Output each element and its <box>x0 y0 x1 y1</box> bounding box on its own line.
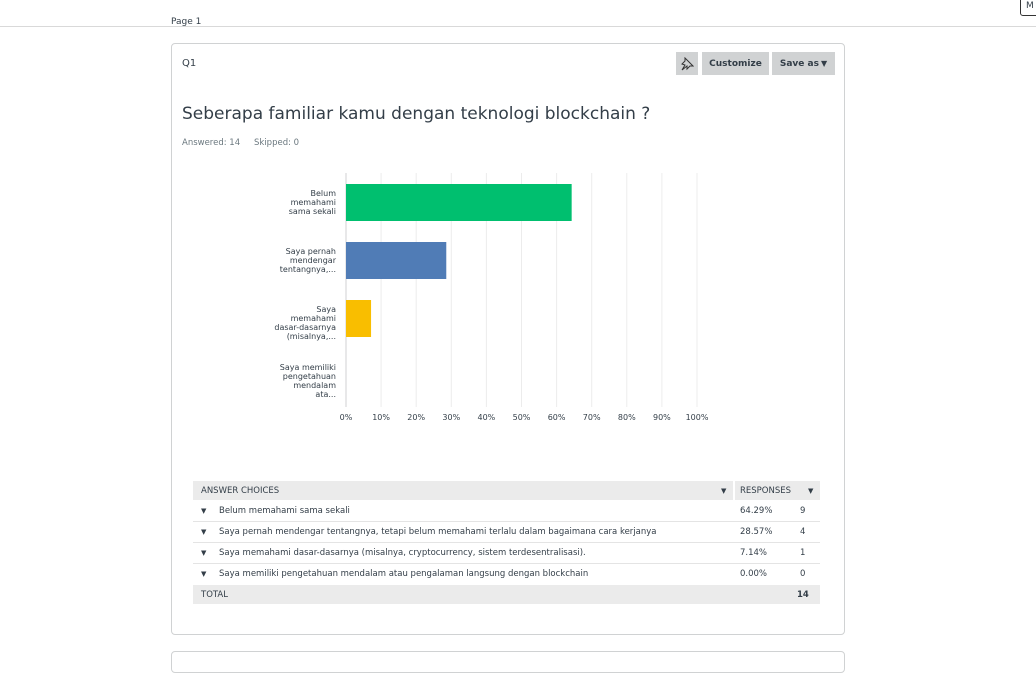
customize-button[interactable]: Customize <box>702 52 769 75</box>
table-row: ▼ Saya pernah mendengar tentangnya, tetap… <box>193 521 820 544</box>
response-count: 9 <box>800 505 806 516</box>
response-count: 1 <box>800 547 806 558</box>
x-tick-label: 50% <box>513 413 531 422</box>
expand-arrow: ▼ <box>201 548 207 557</box>
response-percent: 7.14% <box>740 547 768 558</box>
category-label: Saya memiliki pengetahuan mendalam ata..… <box>279 362 336 399</box>
response-count: 0 <box>800 569 806 580</box>
top-bar <box>0 0 1036 27</box>
total-label: TOTAL <box>201 589 228 600</box>
question-number: Q1 <box>182 58 197 69</box>
save-as-label: Save as <box>779 58 819 69</box>
table-row: ▼ Belum memahami sama sekali 64.29% 9 <box>193 500 820 522</box>
header-responses: RESPONSES <box>740 485 792 496</box>
chart: 0% 10% 20% 30% 40% 50% 60% 70% 80% 90% 100% <box>340 173 709 422</box>
answered: Answered: 14 <box>182 138 241 148</box>
table-row: ▼ Saya memahami dasar-dasarnya (misalnya,… <box>193 542 820 565</box>
header-choices: ANSWER CHOICES <box>201 485 280 496</box>
answer-choice: Saya memahami dasar-dasarnya (misalnya, … <box>219 547 586 558</box>
total-count: 14 <box>797 589 809 600</box>
response-count: 4 <box>800 526 806 537</box>
x-tick-label: 60% <box>548 413 566 422</box>
x-tick-label: 100% <box>686 413 709 422</box>
table-total: TOTAL 14 <box>193 585 820 604</box>
expand-arrow: ▼ <box>201 570 207 579</box>
x-tick-label: 0% <box>340 413 353 422</box>
response-percent: 28.57% <box>740 526 773 537</box>
x-tick-label: 90% <box>653 413 671 422</box>
table-row: ▼ Saya memiliki pengetahuan mendalam atau… <box>193 564 820 586</box>
header-sort-arrow: ▼ <box>808 486 814 495</box>
question-card <box>171 43 845 635</box>
response-percent: 0.00% <box>740 569 768 580</box>
expand-arrow: ▼ <box>201 527 207 536</box>
expand-arrow: ▼ <box>201 506 207 515</box>
response-percent: 64.29% <box>740 505 773 516</box>
answer-choice: Saya memiliki pengetahuan mendalam atau … <box>219 569 589 580</box>
x-tick-label: 10% <box>372 413 390 422</box>
category-label: Belum memahami sama sekali <box>288 188 336 216</box>
pin-button[interactable] <box>676 52 698 75</box>
category-label: Saya memahami dasar-dasarnya (misalnya,.… <box>274 304 336 341</box>
header-divider <box>733 481 735 500</box>
x-tick-label: 40% <box>478 413 496 422</box>
table-header: ANSWER CHOICES ▼ RESPONSES ▼ <box>193 481 820 500</box>
category-label: Saya pernah mendengar tentangnya,... <box>279 246 336 274</box>
bar <box>346 242 447 279</box>
skipped: Skipped: 0 <box>254 138 300 148</box>
page-label: Page 1 <box>171 17 202 27</box>
bar <box>346 184 572 221</box>
x-tick-label: 80% <box>618 413 636 422</box>
header-sort-arrow: ▼ <box>721 486 727 495</box>
corner-button[interactable]: M <box>1020 0 1036 16</box>
answer-choice: Belum memahami sama sekali <box>219 505 350 516</box>
results-table: ANSWER CHOICES ▼ RESPONSES ▼ ▼ Belum memahami… <box>193 481 820 604</box>
x-tick-label: 20% <box>407 413 425 422</box>
answer-choice: Saya pernah mendengar tentangnya, tetapi… <box>219 526 657 537</box>
question-title: Seberapa familiar kamu dengan teknologi … <box>182 104 651 124</box>
x-tick-label: 30% <box>442 413 460 422</box>
save-as-button[interactable]: Save as ▼ <box>772 52 835 75</box>
bar <box>346 300 372 337</box>
x-tick-label: 70% <box>583 413 601 422</box>
